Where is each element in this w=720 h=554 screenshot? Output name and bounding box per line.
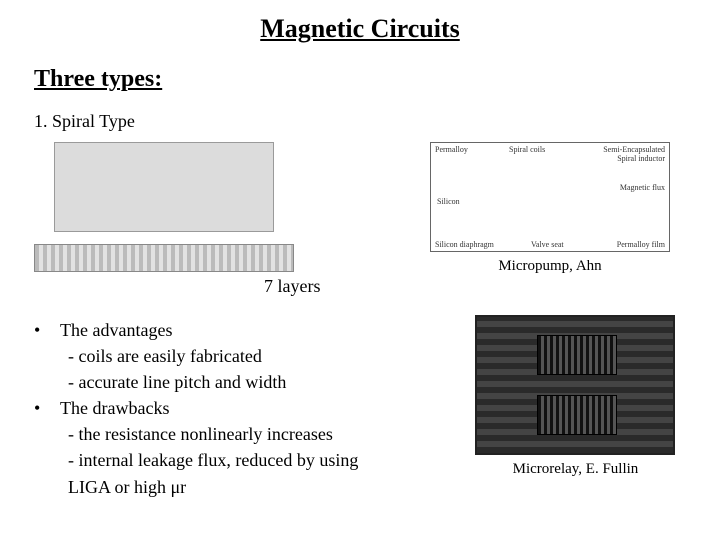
figure-spiral-layers <box>34 244 294 272</box>
label-si-diaphragm: Silicon diaphragm <box>435 240 494 249</box>
bullet-dot-icon: • <box>34 395 60 421</box>
label-permalloy-film: Permalloy film <box>615 240 665 249</box>
bullet-dot-icon: • <box>34 317 60 343</box>
figure-spiral-3d <box>54 142 274 232</box>
caption-micropump: Micropump, Ahn <box>430 258 670 275</box>
figure-microrelay <box>475 315 675 455</box>
caption-7-layers: 7 layers <box>264 276 420 297</box>
label-valve-seat: Valve seat <box>531 240 564 249</box>
figure-micropump: Permalloy Spiral coils Semi-Encapsulated… <box>430 142 670 252</box>
bullet-adv-1: - coils are easily fabricated <box>34 343 445 369</box>
subheading-three-types: Three types: <box>34 66 720 93</box>
bullet-list: • The advantages - coils are easily fabr… <box>34 317 445 500</box>
bullet-drawbacks-head: • The drawbacks <box>34 395 445 421</box>
label-magnetic-flux: Magnetic flux <box>620 183 665 192</box>
label-silicon: Silicon <box>437 197 460 206</box>
bullet-drw-2: - internal leakage flux, reduced by usin… <box>34 447 445 473</box>
bullet-text: The drawbacks <box>60 395 445 421</box>
bullet-drw-3: LIGA or high μr <box>34 474 445 500</box>
label-permalloy: Permalloy <box>435 145 468 154</box>
right-column: Permalloy Spiral coils Semi-Encapsulated… <box>420 142 700 297</box>
bullet-text: The advantages <box>60 317 445 343</box>
microrelay-coil-top <box>537 335 617 375</box>
page-title: Magnetic Circuits <box>0 14 720 44</box>
bullet-drw-1: - the resistance nonlinearly increases <box>34 421 445 447</box>
label-spiral-coils: Spiral coils <box>509 145 545 154</box>
left-column: 7 layers <box>0 142 420 297</box>
right-column-lower: Microrelay, E. Fullin <box>445 297 720 500</box>
caption-microrelay: Microrelay, E. Fullin <box>455 461 695 478</box>
section-label-spiral: 1. Spiral Type <box>34 111 720 132</box>
bullet-adv-2: - accurate line pitch and width <box>34 369 445 395</box>
figure-row: 7 layers Permalloy Spiral coils Semi-Enc… <box>0 142 720 297</box>
microrelay-coil-bottom <box>537 395 617 435</box>
label-semi-encap: Semi-Encapsulated Spiral inductor <box>595 145 665 163</box>
bullet-advantages-head: • The advantages <box>34 317 445 343</box>
